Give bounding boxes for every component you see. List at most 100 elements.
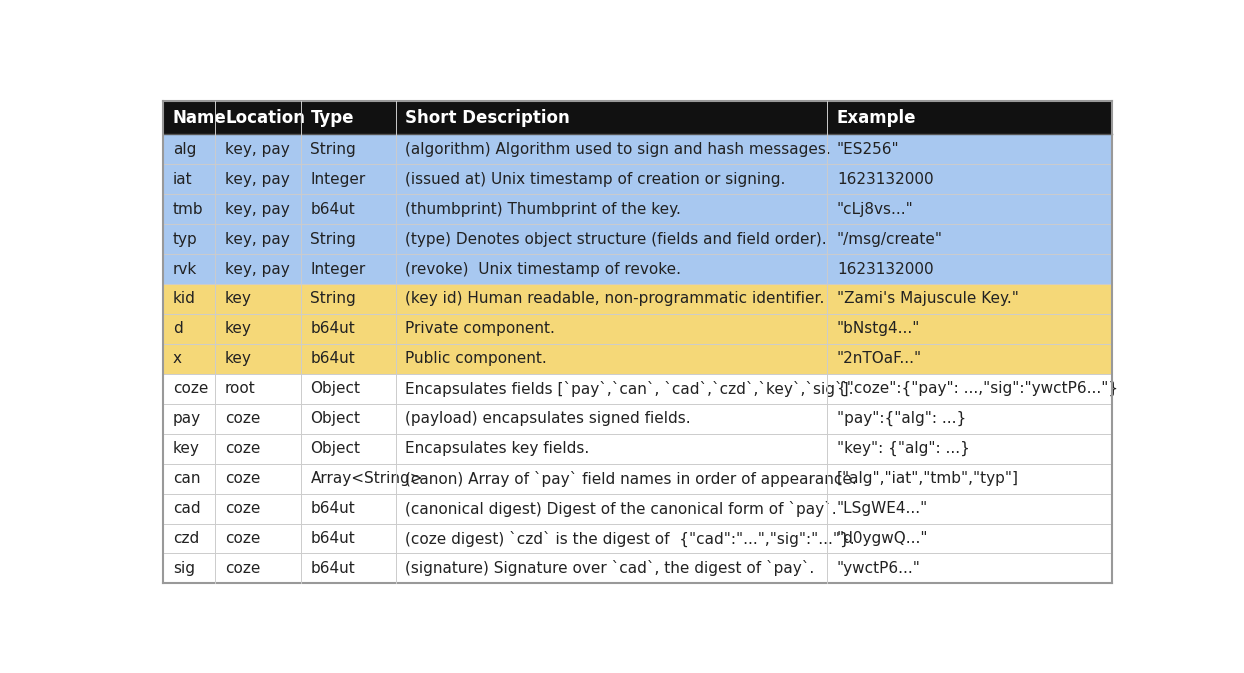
Text: String: String xyxy=(311,142,356,157)
Bar xyxy=(827,464,1112,493)
Text: d: d xyxy=(173,322,183,336)
Text: rvk: rvk xyxy=(173,262,197,277)
Bar xyxy=(396,553,827,583)
Bar xyxy=(301,254,396,284)
Text: Encapsulates key fields.: Encapsulates key fields. xyxy=(406,441,590,456)
Bar xyxy=(827,524,1112,553)
Bar xyxy=(301,164,396,194)
Bar xyxy=(396,344,827,374)
Bar xyxy=(827,314,1112,344)
Text: tmb: tmb xyxy=(173,202,204,217)
Text: "key": {"alg": ...}: "key": {"alg": ...} xyxy=(837,441,970,456)
Text: pay: pay xyxy=(173,411,202,426)
Text: b64ut: b64ut xyxy=(311,501,355,516)
Bar xyxy=(396,433,827,464)
Bar xyxy=(396,102,827,134)
Text: 1623132000: 1623132000 xyxy=(837,172,933,186)
Text: iat: iat xyxy=(173,172,193,186)
Text: (algorithm) Algorithm used to sign and hash messages.: (algorithm) Algorithm used to sign and h… xyxy=(406,142,831,157)
Text: Name: Name xyxy=(173,109,226,127)
Text: "d0ygwQ...": "d0ygwQ..." xyxy=(837,531,928,546)
Bar xyxy=(301,134,396,164)
Bar xyxy=(301,314,396,344)
Text: czd: czd xyxy=(173,531,199,546)
Text: String: String xyxy=(311,232,356,246)
Text: coze: coze xyxy=(225,561,260,576)
Bar xyxy=(301,493,396,524)
Bar xyxy=(215,314,301,344)
Bar xyxy=(215,164,301,194)
Text: (signature) Signature over `cad`, the digest of `pay`.: (signature) Signature over `cad`, the di… xyxy=(406,561,815,577)
Text: cad: cad xyxy=(173,501,200,516)
Bar xyxy=(163,224,215,254)
Bar xyxy=(827,284,1112,314)
Bar xyxy=(301,553,396,583)
Text: coze: coze xyxy=(173,382,208,396)
Bar xyxy=(396,524,827,553)
Bar xyxy=(215,102,301,134)
Text: coze: coze xyxy=(225,501,260,516)
Text: x: x xyxy=(173,351,182,366)
Bar xyxy=(827,433,1112,464)
Text: Array<String>: Array<String> xyxy=(311,471,423,486)
Bar xyxy=(301,224,396,254)
Text: "/msg/create": "/msg/create" xyxy=(837,232,943,246)
Text: Object: Object xyxy=(311,411,361,426)
Bar xyxy=(301,284,396,314)
Text: coze: coze xyxy=(225,411,260,426)
Bar xyxy=(396,134,827,164)
Bar xyxy=(163,134,215,164)
Bar xyxy=(301,404,396,433)
Text: (thumbprint) Thumbprint of the key.: (thumbprint) Thumbprint of the key. xyxy=(406,202,682,217)
Text: b64ut: b64ut xyxy=(311,561,355,576)
Text: alg: alg xyxy=(173,142,197,157)
Bar xyxy=(215,433,301,464)
Text: "ywctP6...": "ywctP6..." xyxy=(837,561,921,576)
Bar xyxy=(827,254,1112,284)
Bar xyxy=(215,284,301,314)
Bar xyxy=(396,164,827,194)
Bar xyxy=(215,404,301,433)
Text: b64ut: b64ut xyxy=(311,322,355,336)
Text: (issued at) Unix timestamp of creation or signing.: (issued at) Unix timestamp of creation o… xyxy=(406,172,786,186)
Bar xyxy=(396,254,827,284)
Text: Example: Example xyxy=(837,109,917,127)
Bar xyxy=(301,464,396,493)
Bar xyxy=(163,102,215,134)
Text: can: can xyxy=(173,471,200,486)
Bar xyxy=(215,524,301,553)
Text: sig: sig xyxy=(173,561,195,576)
Text: typ: typ xyxy=(173,232,198,246)
Bar xyxy=(163,344,215,374)
Text: key: key xyxy=(225,322,251,336)
Text: (revoke)  Unix timestamp of revoke.: (revoke) Unix timestamp of revoke. xyxy=(406,262,682,277)
Text: "bNstg4...": "bNstg4..." xyxy=(837,322,921,336)
Bar xyxy=(827,224,1112,254)
Bar xyxy=(396,404,827,433)
Bar xyxy=(396,464,827,493)
Text: b64ut: b64ut xyxy=(311,202,355,217)
Bar xyxy=(163,553,215,583)
Bar xyxy=(215,553,301,583)
Text: Short Description: Short Description xyxy=(406,109,570,127)
Text: "pay":{"alg": ...}: "pay":{"alg": ...} xyxy=(837,411,967,426)
Text: key, pay: key, pay xyxy=(225,202,290,217)
Bar xyxy=(396,194,827,224)
Text: Integer: Integer xyxy=(311,172,366,186)
Text: Type: Type xyxy=(311,109,353,127)
Bar xyxy=(163,374,215,404)
Text: coze: coze xyxy=(225,471,260,486)
Bar xyxy=(163,433,215,464)
Text: root: root xyxy=(225,382,256,396)
Bar xyxy=(827,493,1112,524)
Text: Encapsulates fields [`pay`,`can`, `cad`,`czd`,`key`,`sig`].: Encapsulates fields [`pay`,`can`, `cad`,… xyxy=(406,381,853,397)
Text: key: key xyxy=(173,441,200,456)
Text: Integer: Integer xyxy=(311,262,366,277)
Bar xyxy=(215,194,301,224)
Bar xyxy=(396,493,827,524)
Bar xyxy=(215,374,301,404)
Text: (coze digest) `czd` is the digest of  {"cad":"...","sig":"..."}.: (coze digest) `czd` is the digest of {"c… xyxy=(406,530,855,546)
Text: String: String xyxy=(311,291,356,306)
Bar xyxy=(301,433,396,464)
Text: "LSgWE4...": "LSgWE4..." xyxy=(837,501,928,516)
